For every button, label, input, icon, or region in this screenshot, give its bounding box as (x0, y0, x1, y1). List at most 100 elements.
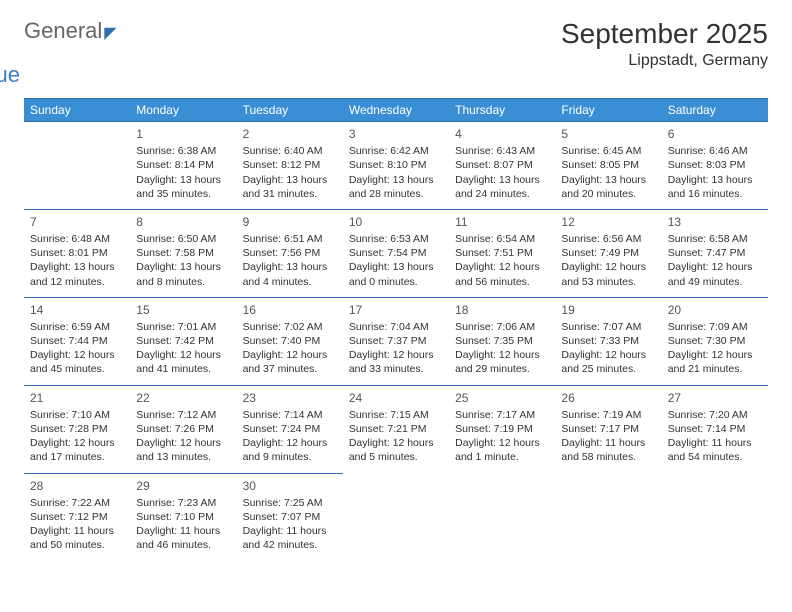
sunrise-text: Sunrise: 6:42 AM (349, 144, 443, 158)
calendar-cell: 3Sunrise: 6:42 AMSunset: 8:10 PMDaylight… (343, 122, 449, 210)
weekday-header: Monday (130, 99, 236, 122)
daylight-text: Daylight: 12 hours and 13 minutes. (136, 436, 230, 464)
sunrise-text: Sunrise: 7:12 AM (136, 408, 230, 422)
day-number: 29 (136, 478, 230, 494)
sunset-text: Sunset: 7:26 PM (136, 422, 230, 436)
day-number: 10 (349, 214, 443, 230)
day-number: 6 (668, 126, 762, 142)
sunset-text: Sunset: 7:12 PM (30, 510, 124, 524)
logo-text-blue: Blue (0, 62, 117, 88)
calendar-cell (24, 122, 130, 210)
sunset-text: Sunset: 7:37 PM (349, 334, 443, 348)
day-number: 23 (243, 390, 337, 406)
sunset-text: Sunset: 7:14 PM (668, 422, 762, 436)
day-number: 18 (455, 302, 549, 318)
day-number: 2 (243, 126, 337, 142)
day-number: 22 (136, 390, 230, 406)
calendar-cell: 9Sunrise: 6:51 AMSunset: 7:56 PMDaylight… (237, 209, 343, 297)
day-number: 11 (455, 214, 549, 230)
daylight-text: Daylight: 11 hours and 58 minutes. (561, 436, 655, 464)
calendar-cell (343, 473, 449, 560)
daylight-text: Daylight: 13 hours and 16 minutes. (668, 173, 762, 201)
calendar-cell: 11Sunrise: 6:54 AMSunset: 7:51 PMDayligh… (449, 209, 555, 297)
day-number: 25 (455, 390, 549, 406)
day-number: 21 (30, 390, 124, 406)
day-number: 20 (668, 302, 762, 318)
sunset-text: Sunset: 7:56 PM (243, 246, 337, 260)
calendar-cell: 13Sunrise: 6:58 AMSunset: 7:47 PMDayligh… (662, 209, 768, 297)
calendar-cell: 16Sunrise: 7:02 AMSunset: 7:40 PMDayligh… (237, 297, 343, 385)
sunset-text: Sunset: 8:12 PM (243, 158, 337, 172)
daylight-text: Daylight: 13 hours and 24 minutes. (455, 173, 549, 201)
calendar-cell (449, 473, 555, 560)
sunset-text: Sunset: 7:54 PM (349, 246, 443, 260)
sunset-text: Sunset: 7:24 PM (243, 422, 337, 436)
sunrise-text: Sunrise: 7:25 AM (243, 496, 337, 510)
sunset-text: Sunset: 7:33 PM (561, 334, 655, 348)
calendar-cell: 28Sunrise: 7:22 AMSunset: 7:12 PMDayligh… (24, 473, 130, 560)
sunset-text: Sunset: 7:28 PM (30, 422, 124, 436)
calendar-cell: 5 Sunrise: 6:45 AMSunset: 8:05 PMDaylight… (555, 122, 661, 210)
logo: General◤ Blue (24, 18, 117, 88)
weekday-header: Thursday (449, 99, 555, 122)
daylight-text: Daylight: 12 hours and 17 minutes. (30, 436, 124, 464)
daylight-text: Daylight: 12 hours and 1 minute. (455, 436, 549, 464)
calendar-cell: 10Sunrise: 6:53 AMSunset: 7:54 PMDayligh… (343, 209, 449, 297)
calendar-row: 14Sunrise: 6:59 AMSunset: 7:44 PMDayligh… (24, 297, 768, 385)
calendar-cell: 14Sunrise: 6:59 AMSunset: 7:44 PMDayligh… (24, 297, 130, 385)
calendar-cell: 22 Sunrise: 7:12 AMSunset: 7:26 PMDayligh… (130, 385, 236, 473)
day-number: 30 (243, 478, 337, 494)
month-title: September 2025 (561, 18, 768, 50)
sunset-text: Sunset: 7:35 PM (455, 334, 549, 348)
calendar-cell: 30Sunrise: 7:25 AMSunset: 7:07 PMDayligh… (237, 473, 343, 560)
daylight-text: Daylight: 11 hours and 46 minutes. (136, 524, 230, 552)
daylight-text: Daylight: 13 hours and 4 minutes. (243, 260, 337, 288)
daylight-text: Daylight: 12 hours and 45 minutes. (30, 348, 124, 376)
calendar-cell: 17Sunrise: 7:04 AMSunset: 7:37 PMDayligh… (343, 297, 449, 385)
sunrise-text: Sunrise: 7:06 AM (455, 320, 549, 334)
daylight-text: Daylight: 12 hours and 25 minutes. (561, 348, 655, 376)
calendar-cell: 18Sunrise: 7:06 AMSunset: 7:35 PMDayligh… (449, 297, 555, 385)
calendar-cell: 23Sunrise: 7:14 AMSunset: 7:24 PMDayligh… (237, 385, 343, 473)
sunset-text: Sunset: 8:05 PM (561, 158, 655, 172)
daylight-text: Daylight: 12 hours and 37 minutes. (243, 348, 337, 376)
day-number: 1 (136, 126, 230, 142)
sunrise-text: Sunrise: 6:46 AM (668, 144, 762, 158)
header: General◤ Blue September 2025 Lippstadt, … (24, 18, 768, 88)
calendar-cell: 15Sunrise: 7:01 AMSunset: 7:42 PMDayligh… (130, 297, 236, 385)
sunrise-text: Sunrise: 6:43 AM (455, 144, 549, 158)
weekday-header: Sunday (24, 99, 130, 122)
sunset-text: Sunset: 7:07 PM (243, 510, 337, 524)
calendar-cell: 26Sunrise: 7:19 AMSunset: 7:17 PMDayligh… (555, 385, 661, 473)
calendar-cell: 24Sunrise: 7:15 AMSunset: 7:21 PMDayligh… (343, 385, 449, 473)
day-number: 17 (349, 302, 443, 318)
daylight-text: Daylight: 12 hours and 49 minutes. (668, 260, 762, 288)
sunrise-text: Sunrise: 7:04 AM (349, 320, 443, 334)
daylight-text: Daylight: 13 hours and 20 minutes. (561, 173, 655, 201)
day-number: 14 (30, 302, 124, 318)
sunrise-text: Sunrise: 6:53 AM (349, 232, 443, 246)
day-number: 5 (561, 126, 655, 142)
sunset-text: Sunset: 7:30 PM (668, 334, 762, 348)
daylight-text: Daylight: 12 hours and 5 minutes. (349, 436, 443, 464)
calendar-cell: 4Sunrise: 6:43 AMSunset: 8:07 PMDaylight… (449, 122, 555, 210)
calendar-cell: 2Sunrise: 6:40 AMSunset: 8:12 PMDaylight… (237, 122, 343, 210)
sunrise-text: Sunrise: 6:48 AM (30, 232, 124, 246)
day-number: 26 (561, 390, 655, 406)
sunset-text: Sunset: 8:03 PM (668, 158, 762, 172)
calendar-cell: 20Sunrise: 7:09 AMSunset: 7:30 PMDayligh… (662, 297, 768, 385)
sunset-text: Sunset: 8:10 PM (349, 158, 443, 172)
sunrise-text: Sunrise: 6:45 AM (561, 144, 655, 158)
calendar-cell: 21Sunrise: 7:10 AMSunset: 7:28 PMDayligh… (24, 385, 130, 473)
daylight-text: Daylight: 13 hours and 12 minutes. (30, 260, 124, 288)
sunrise-text: Sunrise: 6:51 AM (243, 232, 337, 246)
daylight-text: Daylight: 12 hours and 41 minutes. (136, 348, 230, 376)
sunrise-text: Sunrise: 6:58 AM (668, 232, 762, 246)
calendar-row: 21Sunrise: 7:10 AMSunset: 7:28 PMDayligh… (24, 385, 768, 473)
day-number: 4 (455, 126, 549, 142)
sunset-text: Sunset: 7:47 PM (668, 246, 762, 260)
sunset-text: Sunset: 7:51 PM (455, 246, 549, 260)
calendar-row: 1Sunrise: 6:38 AMSunset: 8:14 PMDaylight… (24, 122, 768, 210)
calendar-row: 28Sunrise: 7:22 AMSunset: 7:12 PMDayligh… (24, 473, 768, 560)
daylight-text: Daylight: 13 hours and 35 minutes. (136, 173, 230, 201)
